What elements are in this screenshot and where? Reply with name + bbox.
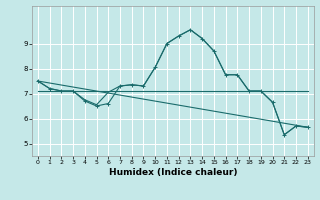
X-axis label: Humidex (Indice chaleur): Humidex (Indice chaleur) xyxy=(108,168,237,177)
